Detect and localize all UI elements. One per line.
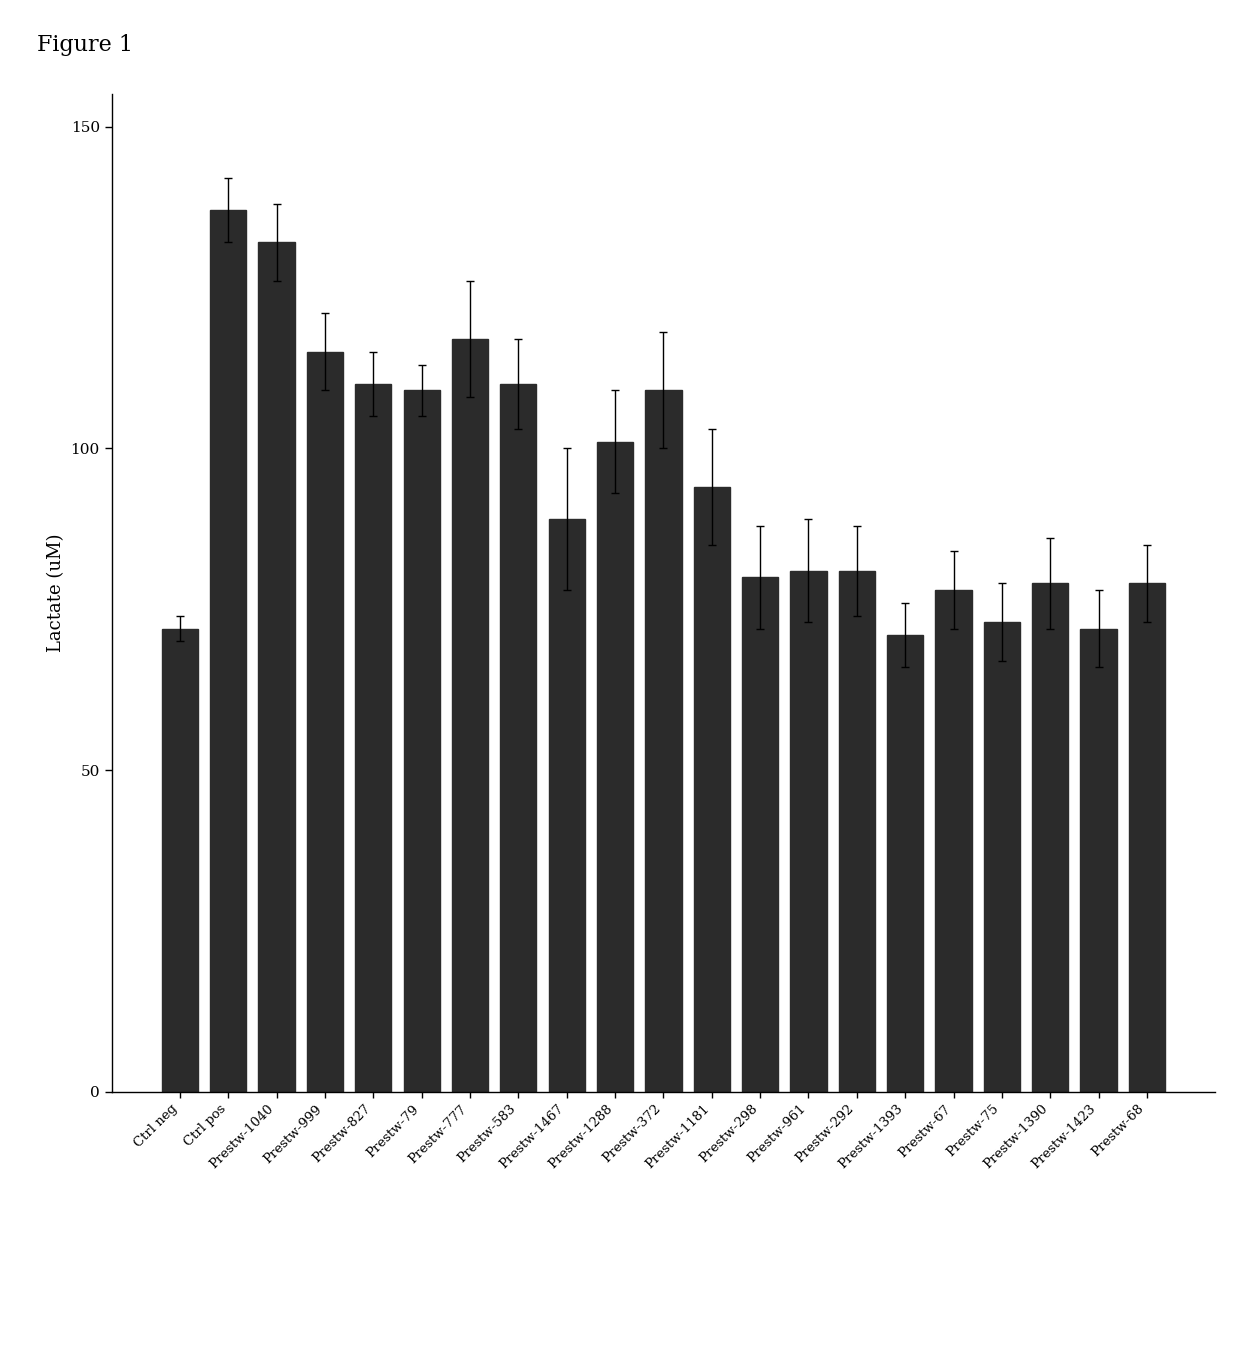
Bar: [887, 635, 924, 1092]
Bar: [1128, 584, 1166, 1092]
Bar: [306, 352, 343, 1092]
Bar: [451, 338, 489, 1092]
Bar: [693, 487, 730, 1092]
Text: Figure 1: Figure 1: [37, 34, 133, 55]
Bar: [596, 442, 634, 1092]
Bar: [161, 628, 198, 1092]
Bar: [645, 391, 682, 1092]
Bar: [548, 519, 585, 1092]
Bar: [258, 243, 295, 1092]
Bar: [790, 570, 827, 1092]
Bar: [403, 391, 440, 1092]
Y-axis label: Lactate (uM): Lactate (uM): [47, 534, 64, 652]
Bar: [742, 577, 779, 1092]
Bar: [838, 570, 875, 1092]
Bar: [500, 384, 537, 1092]
Bar: [355, 384, 392, 1092]
Bar: [983, 621, 1021, 1092]
Bar: [935, 590, 972, 1092]
Bar: [1032, 584, 1069, 1092]
Bar: [210, 210, 247, 1092]
Bar: [1080, 628, 1117, 1092]
